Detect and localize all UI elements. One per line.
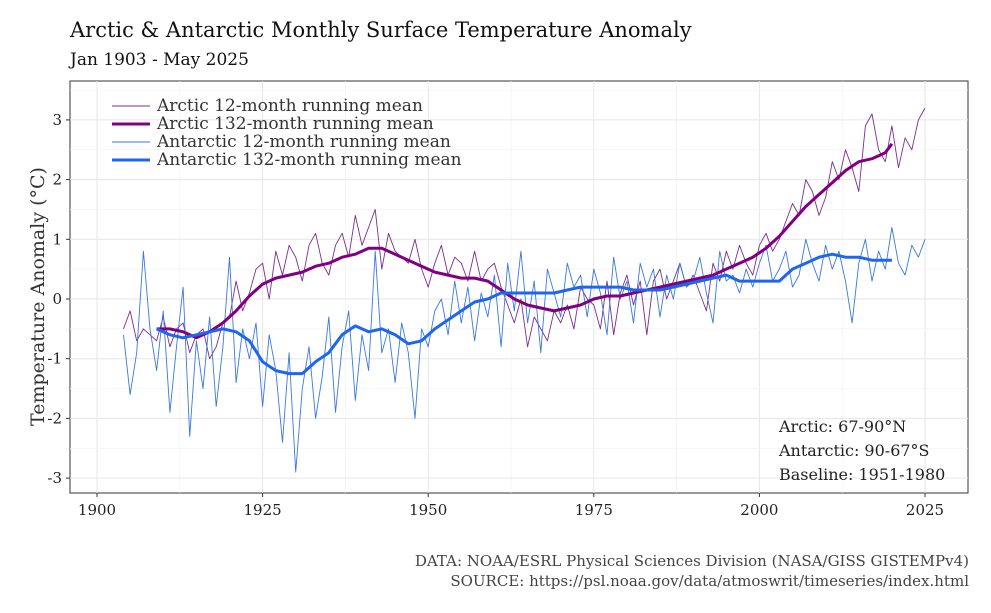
annotation-line: Baseline: 1951-1980 bbox=[779, 465, 945, 484]
series-lines bbox=[123, 107, 926, 473]
y-tick-label: 2 bbox=[52, 171, 62, 189]
annotation-line: Arctic: 67-90°N bbox=[778, 417, 906, 436]
annotation-line: Antarctic: 90-67°S bbox=[778, 441, 930, 460]
y-axis-ticks: -3 -2 -1 0 1 2 3 bbox=[47, 111, 70, 487]
x-tick-label: 1900 bbox=[78, 501, 116, 519]
y-tick-label: -2 bbox=[47, 409, 62, 427]
data-credit: DATA: NOAA/ESRL Physical Sciences Divisi… bbox=[414, 552, 969, 570]
series-line-2 bbox=[156, 142, 894, 340]
source-credit: SOURCE: https://psl.noaa.gov/data/atmosw… bbox=[450, 572, 969, 590]
annotation-box: Arctic: 67-90°N Antarctic: 90-67°S Baselin… bbox=[778, 417, 945, 484]
x-tick-label: 2000 bbox=[740, 501, 778, 519]
x-tick-label: 1950 bbox=[409, 501, 447, 519]
x-axis-ticks: 1900 1925 1950 1975 2000 2025 bbox=[78, 493, 944, 519]
series-line-4 bbox=[155, 252, 892, 376]
x-tick-label: 1925 bbox=[244, 501, 282, 519]
y-tick-label: -3 bbox=[47, 469, 62, 487]
legend-label: Antarctic 12-month running mean bbox=[156, 132, 451, 152]
x-tick-label: 1975 bbox=[575, 501, 613, 519]
y-tick-label: -1 bbox=[47, 350, 62, 368]
y-tick-label: 1 bbox=[52, 230, 62, 248]
y-tick-label: 0 bbox=[52, 290, 62, 308]
legend-label: Arctic 12-month running mean bbox=[156, 96, 423, 116]
series-line-1 bbox=[123, 107, 926, 360]
legend-label: Arctic 132-month running mean bbox=[156, 114, 434, 134]
series-line-3 bbox=[123, 226, 926, 473]
x-tick-label: 2025 bbox=[906, 501, 944, 519]
chart-title: Arctic & Antarctic Monthly Surface Tempe… bbox=[70, 18, 692, 42]
y-tick-label: 3 bbox=[52, 111, 62, 129]
chart-subtitle: Jan 1903 - May 2025 bbox=[70, 50, 249, 70]
legend-label: Antarctic 132-month running mean bbox=[156, 150, 462, 170]
